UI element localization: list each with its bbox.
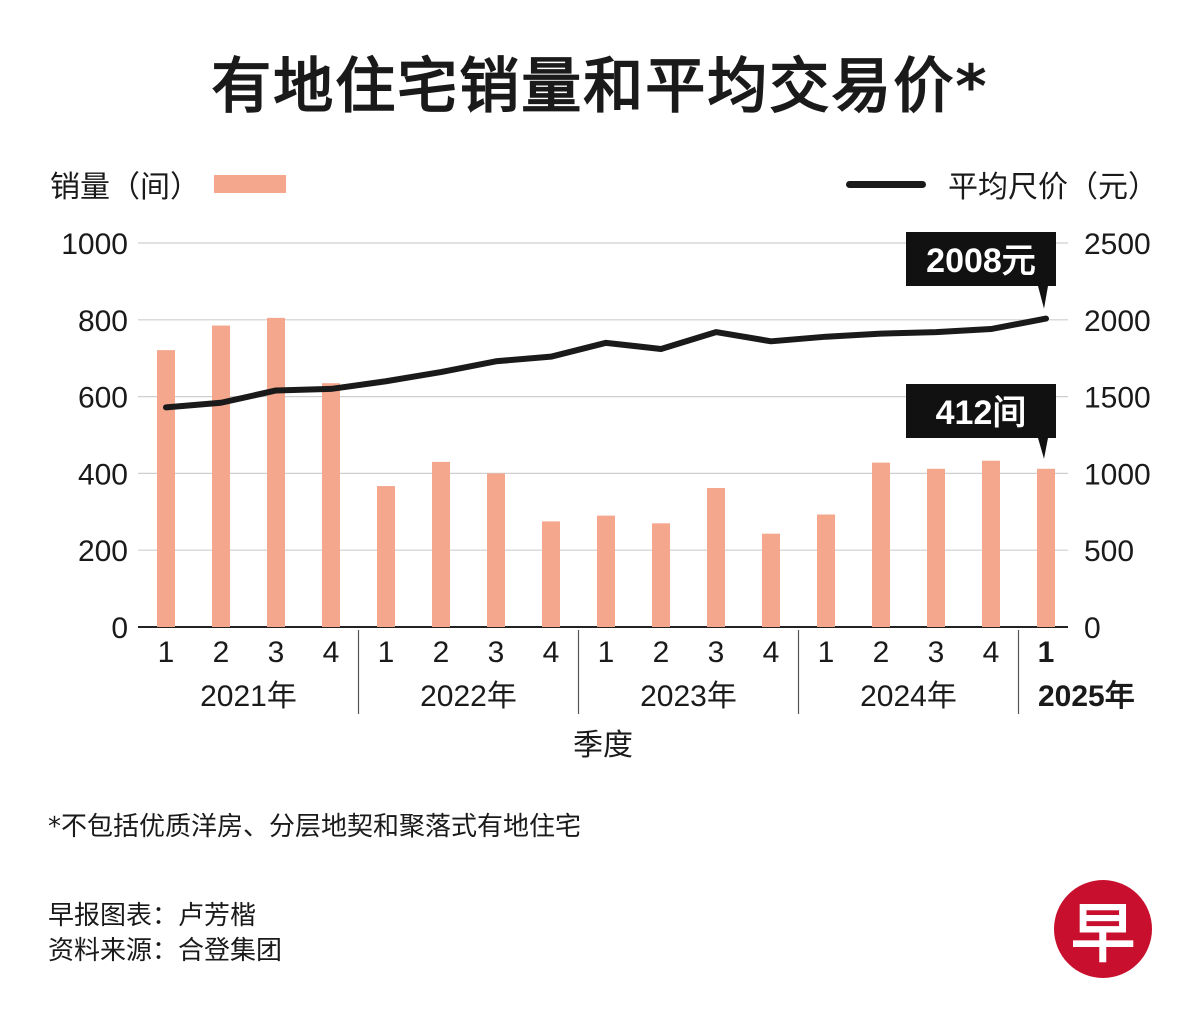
- legend-line-label: 平均尺价（元）: [948, 170, 1158, 205]
- bar: [1037, 468, 1055, 627]
- x-tick-label: 1: [158, 636, 175, 669]
- bar: [817, 514, 835, 627]
- y-right-tick-label: 1500: [1084, 382, 1151, 415]
- x-year-label: 2025年: [1038, 680, 1135, 713]
- zaobao-logo: 早: [1054, 880, 1152, 978]
- bar: [927, 468, 945, 627]
- bar: [982, 460, 1000, 627]
- y-left-tick-label: 0: [111, 612, 128, 645]
- y-right-tick-label: 1000: [1084, 458, 1151, 491]
- x-tick-label: 1: [1038, 636, 1055, 669]
- legend-bars-label: 销量（间）: [50, 170, 200, 205]
- x-tick-label: 3: [708, 636, 725, 669]
- callout-label: 412间: [936, 394, 1027, 432]
- bar: [322, 383, 340, 627]
- x-tick-label: 2: [213, 636, 230, 669]
- price-line: [163, 315, 1049, 411]
- bar: [157, 350, 175, 627]
- callout-box: [906, 384, 1056, 438]
- chart-title: 有地住宅销量和平均交易价*: [211, 52, 989, 122]
- y-right-tick-label: 2000: [1084, 305, 1151, 338]
- bar: [542, 521, 560, 627]
- y-right-tick-label: 2500: [1084, 228, 1151, 261]
- y-right-tick-label: 0: [1084, 612, 1101, 645]
- legend-bars: 销量（间）: [50, 162, 286, 206]
- x-tick-label: 3: [928, 636, 945, 669]
- y-left-tick-label: 600: [78, 382, 128, 415]
- legend-bar-swatch: [214, 175, 286, 193]
- x-tick-label: 3: [268, 636, 285, 669]
- legend-line: 平均尺价（元）: [846, 162, 1158, 206]
- callout-label: 2008元: [926, 242, 1036, 280]
- x-tick-label: 1: [378, 636, 395, 669]
- x-year-label: 2021年: [200, 680, 297, 713]
- credit-chart-by: 早报图表：卢芳楷: [48, 901, 257, 931]
- x-tick-label: 1: [818, 636, 835, 669]
- bar: [872, 462, 890, 627]
- callout-box: [906, 232, 1056, 286]
- x-tick-label: 4: [543, 636, 560, 669]
- x-tick-label: 4: [763, 636, 780, 669]
- x-year-label: 2022年: [420, 680, 517, 713]
- callout-pointer: [1038, 286, 1048, 309]
- x-tick-label: 1: [598, 636, 615, 669]
- chart-area: 0 200 400 600 800 1000 0 500 1000 1500 2000 2500 1 2 3…: [61, 228, 1151, 762]
- y-left-tick-label: 800: [78, 305, 128, 338]
- x-tick-label: 2: [653, 636, 670, 669]
- x-tick-label: 3: [488, 636, 505, 669]
- bar: [432, 461, 450, 627]
- y-left-tick-label: 1000: [61, 228, 128, 261]
- x-tick-label: 2: [873, 636, 890, 669]
- x-tick-label: 4: [983, 636, 1000, 669]
- x-tick-label: 2: [433, 636, 450, 669]
- bar: [267, 317, 285, 627]
- bar: [762, 533, 780, 627]
- footnote: *不包括优质洋房、分层地契和聚落式有地住宅: [48, 812, 582, 842]
- bar: [707, 487, 725, 627]
- x-year-label: 2024年: [860, 680, 957, 713]
- y-right-tick-label: 500: [1084, 535, 1134, 568]
- bar: [652, 523, 670, 627]
- credit-source: 资料来源：合登集团: [48, 936, 283, 966]
- y-left-tick-label: 400: [78, 458, 128, 491]
- y-left-tick-label: 200: [78, 535, 128, 568]
- x-axis-title: 季度: [573, 729, 633, 762]
- legend-line-swatch: [846, 180, 926, 188]
- callout-pointer: [1038, 438, 1048, 459]
- bar: [597, 515, 615, 627]
- x-tick-label: 4: [323, 636, 340, 669]
- bar: [212, 325, 230, 627]
- bar: [487, 473, 505, 627]
- bar: [377, 486, 395, 627]
- x-year-label: 2023年: [640, 680, 737, 713]
